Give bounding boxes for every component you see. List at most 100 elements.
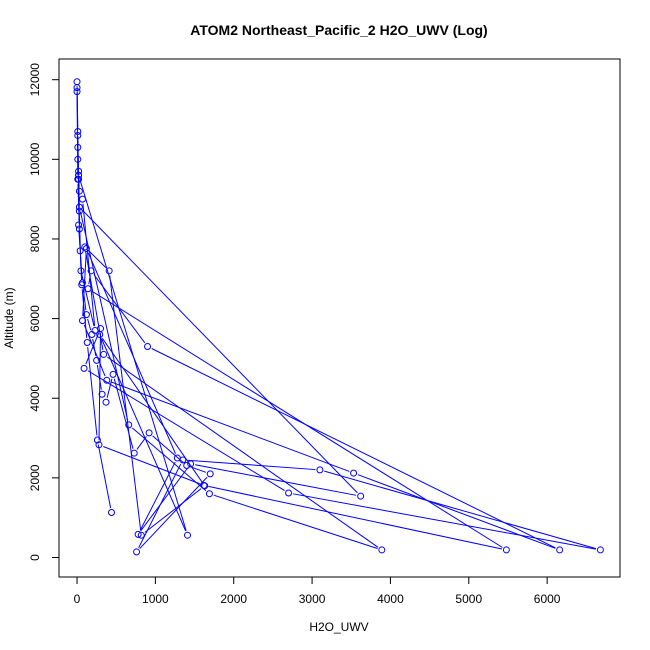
x-tick-label: 1000 — [142, 592, 169, 606]
x-tick-label: 6000 — [534, 592, 561, 606]
data-point — [105, 267, 113, 275]
series-line-segment — [195, 464, 357, 496]
x-tick-label: 3000 — [299, 592, 326, 606]
x-tick-label: 4000 — [377, 592, 404, 606]
data-point — [75, 187, 83, 195]
y-tick-label: 4000 — [28, 385, 42, 412]
data-point — [357, 492, 365, 500]
y-tick-label: 12000 — [28, 63, 42, 97]
x-tick-label: 0 — [74, 592, 81, 606]
data-point — [75, 167, 83, 175]
data-point — [173, 454, 181, 462]
data-point — [596, 546, 604, 554]
series-line-segment — [357, 474, 556, 549]
data-point — [75, 203, 83, 211]
series-line-segment — [103, 446, 200, 485]
series-line-segment — [76, 86, 79, 127]
series-line-segment — [87, 252, 176, 454]
data-point — [502, 546, 510, 554]
series-line-segment — [79, 179, 187, 531]
data-point — [350, 469, 358, 477]
data-point — [79, 279, 87, 287]
data-point — [206, 470, 214, 478]
data-point — [316, 466, 324, 474]
data-point — [96, 331, 104, 339]
series-line-segment — [97, 444, 112, 509]
x-tick-label: 5000 — [455, 592, 482, 606]
y-tick-label: 2000 — [28, 464, 42, 491]
data-point — [187, 460, 195, 468]
data-point — [130, 449, 138, 457]
chart-title: ATOM2 Northeast_Pacific_2 H2O_UWV (Log) — [190, 22, 487, 38]
series-line-segment — [98, 333, 101, 441]
data-point — [75, 171, 83, 179]
data-point — [93, 356, 101, 364]
data-point — [378, 546, 386, 554]
series-line-segment — [139, 476, 208, 549]
data-point — [285, 489, 293, 497]
series-line-segment — [85, 251, 104, 350]
data-point — [75, 175, 83, 183]
series-line-segment — [91, 290, 503, 548]
series-line-segment — [77, 136, 80, 175]
series-line-segment — [82, 203, 96, 327]
data-point — [81, 243, 89, 251]
series-line-segment — [101, 338, 187, 532]
series-line-segment — [82, 287, 87, 311]
series-line-segment — [144, 488, 202, 533]
series-line-segment — [208, 485, 502, 550]
data-point — [133, 548, 141, 556]
data-point — [84, 285, 92, 293]
series-layer — [73, 78, 604, 556]
data-point — [79, 195, 87, 203]
y-tick-label: 6000 — [28, 305, 42, 332]
data-point — [82, 311, 90, 319]
y-tick-label: 0 — [28, 554, 42, 561]
data-point — [91, 327, 99, 335]
y-axis: 0 2000 4000 6000 8000 10000 12000 — [28, 63, 60, 561]
data-point — [95, 441, 103, 449]
series-line-segment — [152, 435, 184, 463]
data-point — [125, 421, 133, 429]
series-line-segment — [213, 494, 378, 549]
y-tick-label: 10000 — [28, 142, 42, 176]
series-line-segment — [131, 427, 207, 492]
series-line-segment — [81, 275, 95, 327]
data-point — [74, 127, 82, 135]
data-point — [74, 131, 82, 139]
data-point — [75, 221, 83, 229]
data-point — [74, 155, 82, 163]
data-point — [145, 429, 153, 437]
series-line-segment — [87, 249, 107, 268]
data-point — [183, 462, 191, 470]
data-point — [556, 546, 564, 554]
data-point — [76, 247, 84, 255]
y-tick-label: 8000 — [28, 225, 42, 252]
series-line-segment — [87, 318, 92, 331]
series-line-segment — [140, 467, 189, 532]
series-line-segment — [187, 459, 316, 471]
data-point — [80, 364, 88, 372]
series-line-segment — [107, 356, 379, 548]
data-point — [109, 370, 117, 378]
data-point — [77, 267, 85, 275]
series-line-segment — [85, 332, 100, 365]
y-axis-label: Altitude (m) — [2, 287, 16, 348]
series-line-segment — [83, 324, 106, 377]
x-axis: 0 1000 2000 3000 4000 5000 6000 — [74, 576, 561, 606]
data-point — [83, 338, 91, 346]
data-point — [134, 530, 142, 538]
data-point — [183, 531, 191, 539]
data-point — [205, 490, 213, 498]
series-line-segment — [190, 466, 207, 473]
data-point — [75, 207, 83, 215]
data-point — [107, 508, 115, 516]
series-line-segment — [87, 347, 98, 436]
data-point — [74, 143, 82, 151]
x-tick-label: 2000 — [220, 592, 247, 606]
data-point — [79, 317, 87, 325]
x-axis-label: H2O_UWV — [309, 620, 368, 634]
data-point — [93, 436, 101, 444]
